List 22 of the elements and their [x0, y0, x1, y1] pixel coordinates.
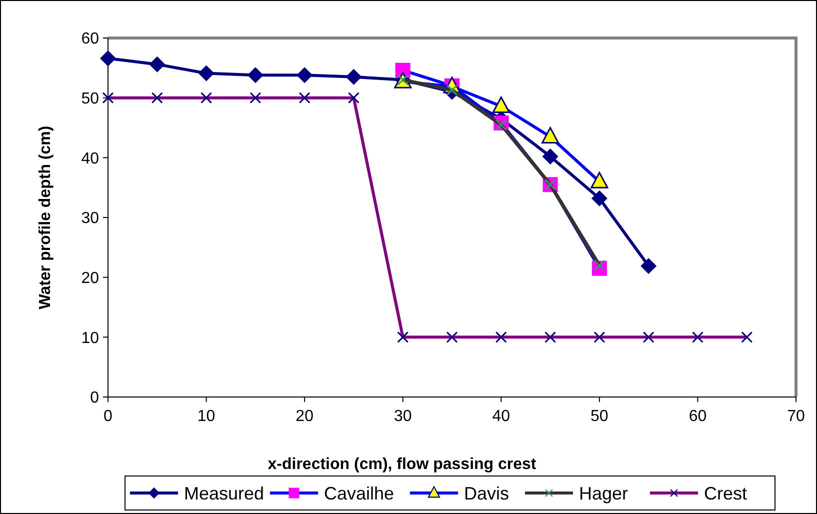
x-tick-label: 0 [104, 408, 113, 425]
legend-label: Cavailhe [324, 483, 394, 504]
y-tick-label: 10 [81, 330, 100, 347]
legend-label: Measured [184, 483, 264, 504]
y-axis-title: Water profile depth (cm) [37, 126, 54, 310]
y-tick-label: 50 [81, 90, 100, 108]
x-tick-label: 60 [688, 408, 707, 425]
y-tick-label: 20 [81, 270, 100, 287]
y-tick-label: 60 [81, 30, 100, 48]
x-tick-label: 40 [492, 408, 510, 425]
x-tick-label: 20 [296, 408, 314, 425]
x-tick-label: 30 [394, 408, 412, 425]
legend-label: Davis [464, 483, 510, 504]
y-tick-label: 40 [81, 150, 100, 168]
x-tick-label: 70 [787, 408, 805, 425]
x-tick-label: 50 [590, 408, 608, 425]
y-tick-label: 30 [81, 210, 100, 228]
x-axis-title: x-direction (cm), flow passing crest [268, 456, 537, 473]
x-tick-label: 10 [197, 408, 216, 425]
legend-label: Crest [704, 483, 748, 504]
y-tick-label: 0 [90, 390, 100, 407]
legend-label: Hager [579, 483, 628, 504]
